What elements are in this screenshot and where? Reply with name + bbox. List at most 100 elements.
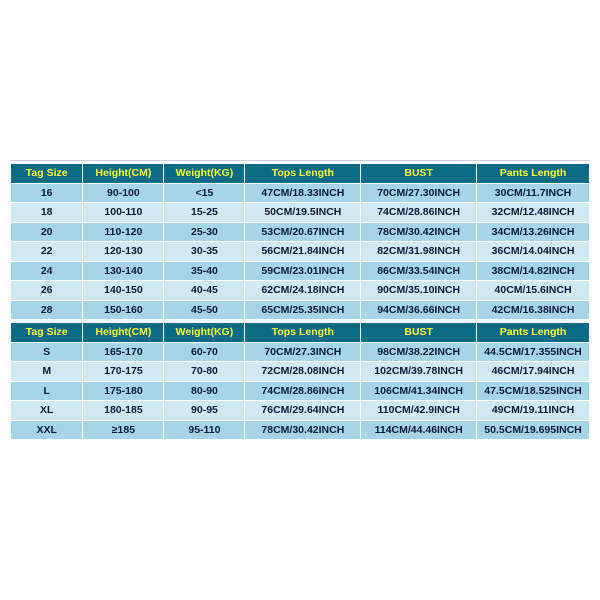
table-cell: S: [11, 342, 83, 362]
table-cell: 90CM/35.10INCH: [361, 281, 477, 301]
table-cell: 32CM/12.48INCH: [477, 203, 590, 223]
table-cell: XXL: [11, 420, 83, 440]
size-table-adult: Tag Size Height(CM) Weight(KG) Tops Leng…: [10, 322, 590, 440]
table-cell: 170-175: [83, 362, 164, 382]
table-cell: 74CM/28.86INCH: [361, 203, 477, 223]
table-cell: 28: [11, 300, 83, 320]
table-cell: 72CM/28.08INCH: [245, 362, 361, 382]
table-row: 20110-12025-3053CM/20.67INCH78CM/30.42IN…: [11, 222, 590, 242]
table-cell: 22: [11, 242, 83, 262]
table-row: 26140-15040-4562CM/24.18INCH90CM/35.10IN…: [11, 281, 590, 301]
table-cell: 180-185: [83, 401, 164, 421]
col-tag-size: Tag Size: [11, 164, 83, 184]
table-cell: 100-110: [83, 203, 164, 223]
table-cell: 110CM/42.9INCH: [361, 401, 477, 421]
table-cell: 114CM/44.46INCH: [361, 420, 477, 440]
table-cell: 20: [11, 222, 83, 242]
table-row: 1690-100<1547CM/18.33INCH70CM/27.30INCH3…: [11, 183, 590, 203]
table-cell: 53CM/20.67INCH: [245, 222, 361, 242]
col-pants-length: Pants Length: [477, 323, 590, 343]
table-row: XL180-18590-9576CM/29.64INCH110CM/42.9IN…: [11, 401, 590, 421]
table-cell: 42CM/16.38INCH: [477, 300, 590, 320]
table-cell: 78CM/30.42INCH: [245, 420, 361, 440]
table-cell: 35-40: [164, 261, 245, 281]
table-cell: 65CM/25.35INCH: [245, 300, 361, 320]
table-cell: 82CM/31.98INCH: [361, 242, 477, 262]
table-cell: 30CM/11.7INCH: [477, 183, 590, 203]
table-row: 22120-13030-3556CM/21.84INCH82CM/31.98IN…: [11, 242, 590, 262]
table-row: 24130-14035-4059CM/23.01INCH86CM/33.54IN…: [11, 261, 590, 281]
table-cell: 130-140: [83, 261, 164, 281]
col-bust: BUST: [361, 164, 477, 184]
table-cell: 90-95: [164, 401, 245, 421]
table-cell: 90-100: [83, 183, 164, 203]
col-tag-size: Tag Size: [11, 323, 83, 343]
table-cell: 56CM/21.84INCH: [245, 242, 361, 262]
col-tops-length: Tops Length: [245, 323, 361, 343]
table-cell: 110-120: [83, 222, 164, 242]
table-row: 18100-11015-2550CM/19.5INCH74CM/28.86INC…: [11, 203, 590, 223]
col-weight: Weight(KG): [164, 323, 245, 343]
col-bust: BUST: [361, 323, 477, 343]
table-row: M170-17570-8072CM/28.08INCH102CM/39.78IN…: [11, 362, 590, 382]
top-rule: [10, 160, 590, 161]
table-cell: 95-110: [164, 420, 245, 440]
table-cell: 62CM/24.18INCH: [245, 281, 361, 301]
table-cell: 36CM/14.04INCH: [477, 242, 590, 262]
table-cell: 16: [11, 183, 83, 203]
table-cell: 80-90: [164, 381, 245, 401]
table-cell: XL: [11, 401, 83, 421]
col-height: Height(CM): [83, 164, 164, 184]
table-cell: 40CM/15.6INCH: [477, 281, 590, 301]
table-cell: 40-45: [164, 281, 245, 301]
col-pants-length: Pants Length: [477, 164, 590, 184]
table-cell: 165-170: [83, 342, 164, 362]
table-cell: 44.5CM/17.355INCH: [477, 342, 590, 362]
table-cell: 24: [11, 261, 83, 281]
table-cell: 175-180: [83, 381, 164, 401]
table-cell: 86CM/33.54INCH: [361, 261, 477, 281]
table-cell: 45-50: [164, 300, 245, 320]
table-row: L175-18080-9074CM/28.86INCH106CM/41.34IN…: [11, 381, 590, 401]
size-chart-wrap: Tag Size Height(CM) Weight(KG) Tops Leng…: [10, 160, 590, 440]
table-cell: 120-130: [83, 242, 164, 262]
table-cell: 76CM/29.64INCH: [245, 401, 361, 421]
table-cell: 46CM/17.94INCH: [477, 362, 590, 382]
table-cell: 47.5CM/18.525INCH: [477, 381, 590, 401]
table-cell: M: [11, 362, 83, 382]
table-cell: 70-80: [164, 362, 245, 382]
col-height: Height(CM): [83, 323, 164, 343]
table-cell: 106CM/41.34INCH: [361, 381, 477, 401]
table-cell: 70CM/27.30INCH: [361, 183, 477, 203]
table-cell: 59CM/23.01INCH: [245, 261, 361, 281]
table-cell: 150-160: [83, 300, 164, 320]
table-cell: 70CM/27.3INCH: [245, 342, 361, 362]
table-cell: 50CM/19.5INCH: [245, 203, 361, 223]
table-cell: 60-70: [164, 342, 245, 362]
table-cell: 30-35: [164, 242, 245, 262]
table-row: S165-17060-7070CM/27.3INCH98CM/38.22INCH…: [11, 342, 590, 362]
table-row: XXL≥18595-11078CM/30.42INCH114CM/44.46IN…: [11, 420, 590, 440]
table-cell: 98CM/38.22INCH: [361, 342, 477, 362]
table-cell: 94CM/36.66INCH: [361, 300, 477, 320]
table-row: 28150-16045-5065CM/25.35INCH94CM/36.66IN…: [11, 300, 590, 320]
size-table-kids: Tag Size Height(CM) Weight(KG) Tops Leng…: [10, 163, 590, 320]
table-cell: 140-150: [83, 281, 164, 301]
table-cell: 38CM/14.82INCH: [477, 261, 590, 281]
table-cell: 34CM/13.26INCH: [477, 222, 590, 242]
table-cell: 74CM/28.86INCH: [245, 381, 361, 401]
table-cell: 25-30: [164, 222, 245, 242]
table-cell: 26: [11, 281, 83, 301]
table-header: Tag Size Height(CM) Weight(KG) Tops Leng…: [11, 164, 590, 184]
table-cell: 15-25: [164, 203, 245, 223]
col-weight: Weight(KG): [164, 164, 245, 184]
table-cell: 49CM/19.11INCH: [477, 401, 590, 421]
table-cell: L: [11, 381, 83, 401]
col-tops-length: Tops Length: [245, 164, 361, 184]
table-cell: <15: [164, 183, 245, 203]
table-cell: ≥185: [83, 420, 164, 440]
table-header: Tag Size Height(CM) Weight(KG) Tops Leng…: [11, 323, 590, 343]
table-cell: 78CM/30.42INCH: [361, 222, 477, 242]
table-cell: 47CM/18.33INCH: [245, 183, 361, 203]
table-cell: 18: [11, 203, 83, 223]
